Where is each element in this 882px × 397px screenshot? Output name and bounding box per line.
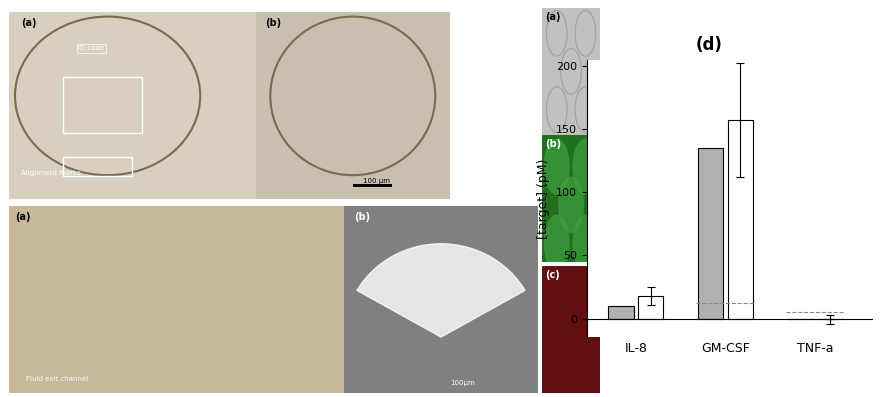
Text: (b): (b) [265,17,281,27]
Text: Fluid exit channel: Fluid exit channel [26,376,88,382]
Bar [64,77,142,133]
Circle shape [558,177,584,233]
Text: (b): (b) [545,139,562,149]
Text: 100 μm: 100 μm [363,177,390,183]
Bar [728,120,752,318]
Text: (a): (a) [21,17,37,27]
Bar [638,296,663,318]
Bar [698,148,723,318]
Text: (a): (a) [16,212,31,222]
Wedge shape [357,244,525,337]
Text: (a): (a) [545,12,561,22]
Bar [353,183,392,187]
Legend: spiked solution, measured by assay: spiked solution, measured by assay [512,393,672,397]
Text: 100μm: 100μm [451,380,475,385]
Y-axis label: [target] (pM): [target] (pM) [537,158,550,239]
Circle shape [544,139,570,195]
Bar [64,158,132,176]
Text: (c): (c) [545,270,560,280]
Text: (d): (d) [695,36,722,54]
Text: Alignment marks: Alignment marks [21,170,81,176]
Circle shape [572,139,598,195]
Circle shape [544,215,570,271]
Text: (b): (b) [354,212,370,222]
Text: ID code: ID code [78,46,104,52]
Circle shape [572,215,598,271]
Bar [609,306,633,318]
